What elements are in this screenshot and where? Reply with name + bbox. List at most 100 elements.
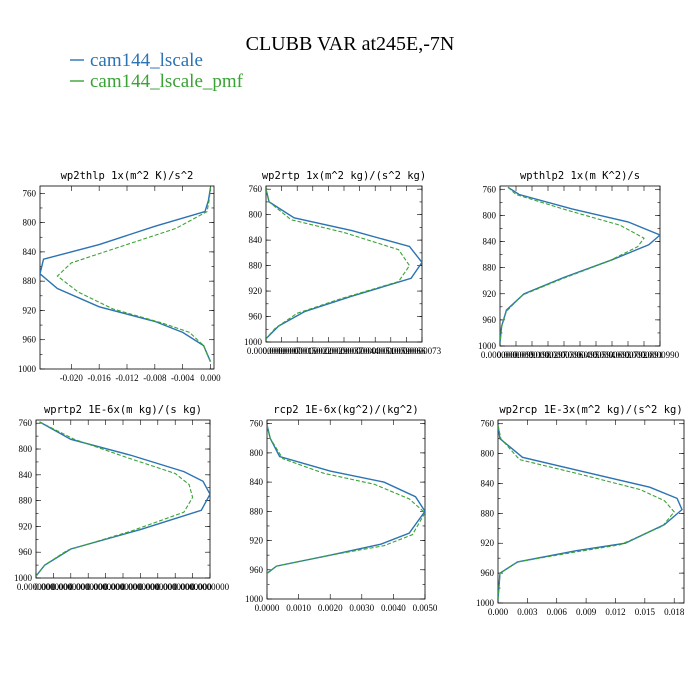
y-tick-label: 960: [19, 547, 33, 557]
series-line-cam144_lscale: [36, 421, 210, 577]
y-tick-label: 960: [483, 315, 497, 325]
y-tick-label: 760: [19, 418, 33, 428]
y-tick-label: 880: [483, 263, 497, 273]
y-tick-label: 840: [481, 478, 495, 488]
y-tick-label: 1000: [14, 573, 33, 583]
y-tick-label: 1000: [476, 598, 495, 608]
y-tick-label: 760: [481, 419, 495, 429]
series-line-cam144_lscale: [498, 425, 683, 600]
x-tick-label: 0.0000990: [641, 350, 680, 360]
series-line-cam144_lscale_pmf: [56, 187, 212, 362]
x-tick-label: 0.0000198: [513, 350, 552, 360]
y-tick-label: 840: [250, 477, 264, 487]
x-tick-label: 0.0000000: [191, 582, 230, 592]
x-tick-label: 0.0000059: [372, 346, 411, 356]
series-line-cam144_lscale_pmf: [266, 189, 411, 340]
x-tick-label: 0.0030: [349, 603, 374, 613]
x-tick-label: 0.0000099: [497, 350, 536, 360]
plot-frame: [497, 419, 685, 604]
x-tick-label: 0.0000693: [593, 350, 632, 360]
y-tick-label: 840: [19, 470, 33, 480]
y-tick-label: 840: [249, 235, 263, 245]
panel-title: wpthlp2 1x(m K^2)/s: [520, 170, 640, 182]
y-tick-label: 1000: [18, 364, 37, 374]
x-tick-label: 0.0000051: [356, 346, 394, 356]
series-line-cam144_lscale: [40, 187, 212, 362]
x-tick-label: 0.0000: [255, 603, 280, 613]
x-tick-label: -0.012: [115, 373, 138, 383]
x-tick-label: 0.0000000: [104, 582, 143, 592]
y-tick-label: 760: [483, 184, 497, 194]
x-tick-label: 0.015: [635, 607, 656, 617]
x-tick-label: 0.0000022: [294, 346, 332, 356]
series-line-cam144_lscale: [500, 186, 660, 343]
y-tick-label: 800: [250, 448, 264, 458]
panel-title: wprtp2 1E-6x(m kg)/(s kg): [44, 404, 202, 416]
x-tick-label: 0.0000000: [69, 582, 108, 592]
x-tick-label: 0.0000297: [529, 350, 568, 360]
y-tick-label: 920: [250, 536, 264, 546]
plot-frame: [266, 419, 426, 600]
y-tick-label: 920: [483, 289, 497, 299]
x-tick-label: 0.000: [488, 607, 509, 617]
chart-panel: rcp2 1E-6x(kg^2)/(kg^2) 760 800 840 880 920 96…: [245, 404, 438, 613]
x-tick-label: 0.0000000: [86, 582, 125, 592]
series-line-cam144_lscale_pmf: [267, 424, 425, 596]
y-tick-label: 760: [23, 188, 37, 198]
legend-label: cam144_lscale: [90, 50, 203, 71]
y-tick-label: 920: [19, 521, 33, 531]
chart-panel: wprtp2 1E-6x(m kg)/(s kg) 760 800 840 880 920…: [14, 404, 230, 592]
x-tick-label: 0.0000792: [609, 350, 647, 360]
x-tick-label: 0.0000000: [173, 582, 212, 592]
y-tick-label: 800: [483, 210, 497, 220]
panel-title: wp2rcp 1E-3x(m^2 kg)/(s^2 kg): [499, 404, 682, 416]
x-tick-label: -0.004: [171, 373, 195, 383]
y-tick-label: 800: [19, 444, 33, 454]
x-tick-label: 0.006: [547, 607, 568, 617]
x-tick-label: 0.009: [576, 607, 597, 617]
figure-title: CLUBB VAR at245E,-7N: [246, 33, 455, 55]
chart-panel: wp2rcp 1E-3x(m^2 kg)/(s^2 kg) 760 800 840 88…: [476, 404, 685, 617]
x-tick-label: 0.0000007: [262, 346, 301, 356]
x-tick-label: 0.0000037: [325, 346, 364, 356]
x-tick-label: 0.0000000: [139, 582, 178, 592]
x-tick-label: 0.000: [200, 373, 221, 383]
panel-title: rcp2 1E-6x(kg^2)/(kg^2): [273, 404, 418, 416]
y-tick-label: 880: [481, 508, 495, 518]
chart-panel: wp2rtp 1x(m^2 kg)/(s^2 kg) 760 800 840 880 92…: [244, 170, 442, 356]
x-tick-label: 0.0000396: [545, 350, 584, 360]
chart-panel: wpthlp2 1x(m K^2)/s 760 800 840 880 920 960 100…: [478, 170, 680, 360]
x-tick-label: 0.0000891: [625, 350, 663, 360]
x-tick-label: 0.0000000: [481, 350, 520, 360]
y-tick-label: 800: [481, 449, 495, 459]
y-tick-label: 1000: [244, 337, 263, 347]
y-tick-label: 1000: [245, 594, 264, 604]
y-tick-label: 880: [249, 261, 263, 271]
series-line-cam144_lscale_pmf: [36, 421, 194, 577]
y-tick-label: 840: [23, 247, 37, 257]
series-line-cam144_lscale_pmf: [498, 425, 675, 600]
y-tick-label: 840: [483, 237, 497, 247]
legend-label: cam144_lscale_pmf: [90, 71, 244, 92]
y-tick-label: 760: [250, 419, 264, 429]
x-tick-label: 0.0040: [381, 603, 406, 613]
y-tick-label: 800: [249, 210, 263, 220]
y-tick-label: 920: [249, 286, 263, 296]
x-tick-label: 0.0000066: [387, 346, 426, 356]
chart-panel: wp2thlp 1x(m^2 K)/s^2 760 800 840 880 920 960 1…: [18, 170, 221, 383]
x-tick-label: -0.020: [60, 373, 84, 383]
x-tick-label: -0.016: [88, 373, 112, 383]
x-tick-label: 0.0000000: [17, 582, 56, 592]
x-tick-label: 0.0000495: [561, 350, 600, 360]
x-tick-label: 0.012: [605, 607, 625, 617]
legend-entry: cam144_lscale_pmf: [70, 71, 244, 92]
panel-title: wp2thlp 1x(m^2 K)/s^2: [61, 170, 194, 182]
x-tick-label: 0.0000044: [340, 346, 379, 356]
y-tick-label: 960: [250, 565, 264, 575]
x-tick-label: 0.0000594: [577, 350, 616, 360]
y-tick-label: 800: [23, 218, 37, 228]
x-tick-label: 0.0000000: [156, 582, 195, 592]
x-tick-label: 0.0000015: [278, 346, 317, 356]
